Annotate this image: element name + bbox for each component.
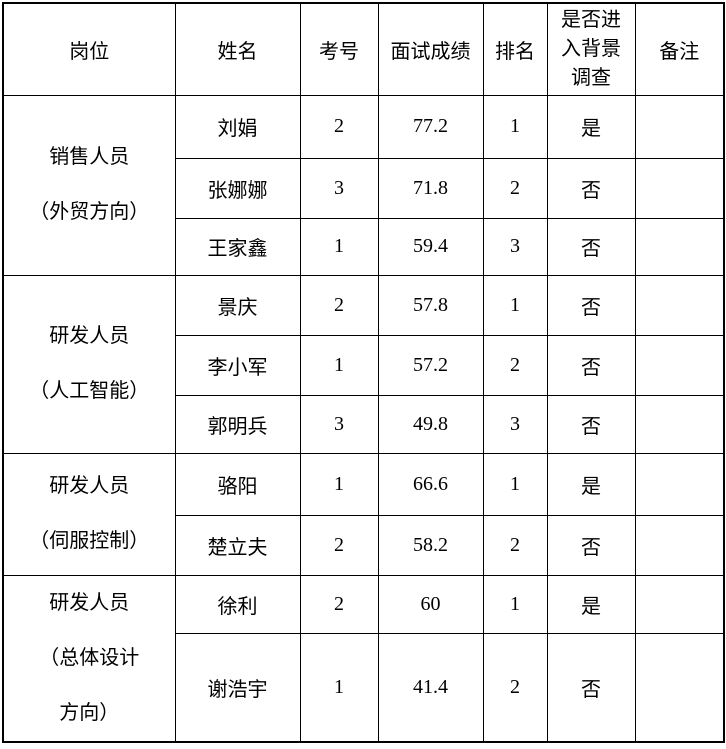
position-cell: 销售人员 （外贸方向）: [2, 94, 176, 276]
header-score: 面试成绩: [377, 2, 484, 96]
name-cell: 徐利: [174, 574, 301, 634]
background-check-cell: 否: [546, 334, 636, 396]
score-cell: 57.2: [377, 334, 484, 396]
score-cell: 77.2: [377, 94, 484, 159]
rank-cell: 3: [482, 217, 548, 276]
background-check-cell: 是: [546, 94, 636, 159]
exam-no-cell: 2: [299, 274, 379, 336]
header-remark: 备注: [634, 2, 725, 96]
score-cell: 60: [377, 574, 484, 634]
remark-cell: [634, 632, 725, 743]
rank-cell: 1: [482, 574, 548, 634]
rank-cell: 2: [482, 514, 548, 576]
name-cell: 张娜娜: [174, 157, 301, 219]
table-body: 销售人员 （外贸方向） 刘娟 2 77.2 1 是 张娜娜 3 71.8 2 否…: [2, 94, 725, 743]
table-row: 王家鑫 1 59.4 3 否: [3, 217, 725, 276]
name-cell: 楚立夫: [174, 514, 301, 576]
header-row: 岗位 姓名 考号 面试成绩 排名 是否进入背景调查 备注: [2, 2, 725, 96]
background-check-cell: 是: [546, 452, 636, 516]
rank-cell: 2: [482, 334, 548, 396]
background-check-cell: 否: [546, 217, 636, 276]
rank-cell: 1: [482, 452, 548, 516]
name-cell: 李小军: [174, 334, 301, 396]
background-check-cell: 否: [546, 394, 636, 454]
rank-cell: 1: [482, 94, 548, 159]
exam-no-cell: 1: [299, 217, 379, 276]
remark-cell: [634, 274, 725, 336]
score-cell: 66.6: [377, 452, 484, 516]
remark-cell: [634, 394, 725, 454]
remark-cell: [634, 334, 725, 396]
name-cell: 骆阳: [174, 452, 301, 516]
score-cell: 49.8: [377, 394, 484, 454]
exam-no-cell: 3: [299, 394, 379, 454]
rank-cell: 1: [482, 274, 548, 336]
remark-cell: [634, 157, 725, 219]
background-check-cell: 否: [546, 157, 636, 219]
header-background-check-label: 是否进入背景调查: [561, 8, 621, 89]
background-check-cell: 否: [546, 514, 636, 576]
table-row: 楚立夫 2 58.2 2 否: [3, 514, 725, 576]
exam-no-cell: 2: [299, 574, 379, 634]
remark-cell: [634, 217, 725, 276]
table-row: 张娜娜 3 71.8 2 否: [3, 157, 725, 219]
table-header: 岗位 姓名 考号 面试成绩 排名 是否进入背景调查 备注: [2, 2, 725, 96]
score-cell: 59.4: [377, 217, 484, 276]
header-name: 姓名: [174, 2, 301, 96]
name-cell: 郭明兵: [174, 394, 301, 454]
background-check-cell: 是: [546, 574, 636, 634]
position-cell: 研发人员 （伺服控制）: [2, 452, 176, 576]
exam-no-cell: 2: [299, 94, 379, 159]
exam-no-cell: 1: [299, 334, 379, 396]
table-row: 研发人员 （伺服控制） 骆阳 1 66.6 1 是: [2, 452, 725, 576]
remark-cell: [634, 452, 725, 516]
table-row: 研发人员 （人工智能） 景庆 2 57.8 1 否: [2, 274, 725, 454]
table-row: 销售人员 （外贸方向） 刘娟 2 77.2 1 是: [2, 94, 725, 276]
remark-cell: [634, 514, 725, 576]
name-cell: 王家鑫: [174, 217, 301, 276]
exam-no-cell: 1: [299, 632, 379, 743]
remark-cell: [634, 574, 725, 634]
header-background-check: 是否进入背景调查: [546, 2, 636, 96]
exam-no-cell: 2: [299, 514, 379, 576]
score-cell: 58.2: [377, 514, 484, 576]
background-check-cell: 否: [546, 632, 636, 743]
name-cell: 景庆: [174, 274, 301, 336]
table-row: 研发人员 （总体设计 方向） 徐利 2 60 1 是: [2, 574, 725, 743]
score-cell: 71.8: [377, 157, 484, 219]
position-cell: 研发人员 （人工智能）: [2, 274, 176, 454]
table-row: 谢浩宇 1 41.4 2 否: [3, 632, 725, 743]
header-rank: 排名: [482, 2, 548, 96]
header-position: 岗位: [2, 2, 176, 96]
score-cell: 57.8: [377, 274, 484, 336]
name-cell: 谢浩宇: [174, 632, 301, 743]
exam-no-cell: 3: [299, 157, 379, 219]
position-cell: 研发人员 （总体设计 方向）: [2, 574, 176, 743]
score-cell: 41.4: [377, 632, 484, 743]
name-cell: 刘娟: [174, 94, 301, 159]
remark-cell: [634, 94, 725, 159]
table-row: 李小军 1 57.2 2 否: [3, 334, 725, 396]
exam-no-cell: 1: [299, 452, 379, 516]
rank-cell: 2: [482, 632, 548, 743]
header-exam-no: 考号: [299, 2, 379, 96]
background-check-cell: 否: [546, 274, 636, 336]
rank-cell: 3: [482, 394, 548, 454]
rank-cell: 2: [482, 157, 548, 219]
